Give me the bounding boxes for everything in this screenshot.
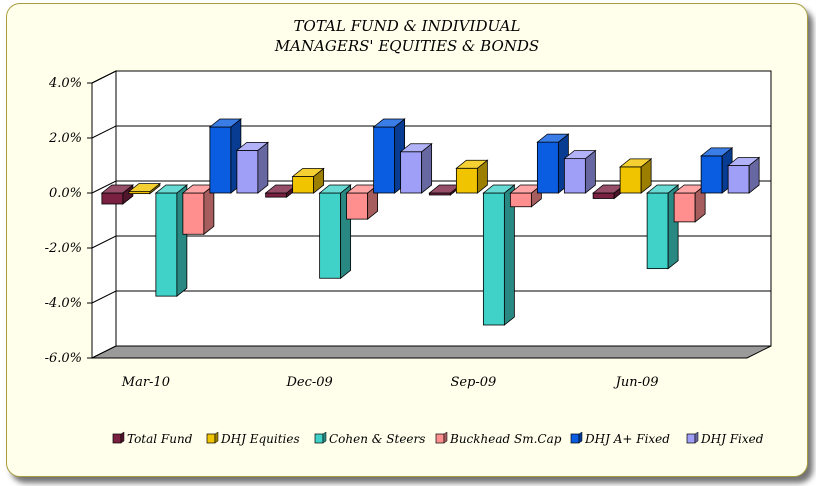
bar xyxy=(399,142,433,194)
bar xyxy=(291,167,325,194)
x-category-label: Dec-09 xyxy=(285,375,332,390)
bar xyxy=(208,118,243,194)
bar xyxy=(345,184,379,220)
bar xyxy=(645,184,680,270)
bar xyxy=(699,147,734,194)
bar xyxy=(318,184,352,280)
gridline xyxy=(91,70,771,84)
bar xyxy=(509,184,543,208)
legend-label: Cohen & Steers xyxy=(329,432,425,446)
bar xyxy=(181,184,216,236)
y-tick-label: 4.0% xyxy=(48,76,82,91)
legend-item: Buckhead Sm.Cap xyxy=(435,431,562,446)
bar xyxy=(618,158,653,194)
plot-side-wall xyxy=(91,70,117,359)
legend-item: DHJ A+ Fixed xyxy=(570,431,670,446)
bar xyxy=(536,133,570,194)
y-tick-label: 0.0% xyxy=(49,186,82,201)
bar xyxy=(455,159,489,194)
bar xyxy=(127,182,162,195)
legend-label: DHJ Equities xyxy=(220,432,300,446)
legend-swatch xyxy=(570,433,580,444)
bar xyxy=(372,118,406,194)
legend-swatch xyxy=(314,433,324,444)
y-tick-label: 2.0% xyxy=(48,131,82,146)
bar xyxy=(100,184,135,205)
x-category-label: Mar-10 xyxy=(121,375,170,390)
y-tick-label: -2.0% xyxy=(45,241,82,256)
bar xyxy=(726,156,761,194)
legend-swatch xyxy=(112,433,122,444)
gridline xyxy=(91,125,771,139)
legend-swatch xyxy=(206,433,216,444)
legend-label: DHJ Fixed xyxy=(700,432,764,446)
gridline xyxy=(91,235,771,249)
legend-swatch xyxy=(686,433,696,444)
chart-title-line-1: TOTAL FUND & INDIVIDUAL xyxy=(294,17,521,35)
legend-item: DHJ Equities xyxy=(206,431,300,446)
bar xyxy=(154,184,189,297)
x-category-label: Sep-09 xyxy=(450,375,496,390)
bar xyxy=(235,141,270,194)
legend-label: Total Fund xyxy=(127,432,193,446)
legend-item: Cohen & Steers xyxy=(314,431,425,446)
x-category-label: Jun-09 xyxy=(613,375,659,390)
y-tick-label: -4.0% xyxy=(45,296,82,311)
plot-floor xyxy=(91,345,772,359)
legend-label: Buckhead Sm.Cap xyxy=(449,432,562,446)
legend-item: Total Fund xyxy=(112,431,193,446)
bar xyxy=(482,184,516,326)
legend-swatch xyxy=(435,433,445,444)
y-tick-label: -6.0% xyxy=(45,351,82,366)
bar xyxy=(672,184,707,223)
chart-title-line-2: MANAGERS' EQUITIES & BONDS xyxy=(274,37,539,55)
legend-label: DHJ A+ Fixed xyxy=(584,432,670,446)
legend-item: DHJ Fixed xyxy=(686,431,764,446)
bar xyxy=(563,149,597,194)
gridline xyxy=(91,290,771,304)
